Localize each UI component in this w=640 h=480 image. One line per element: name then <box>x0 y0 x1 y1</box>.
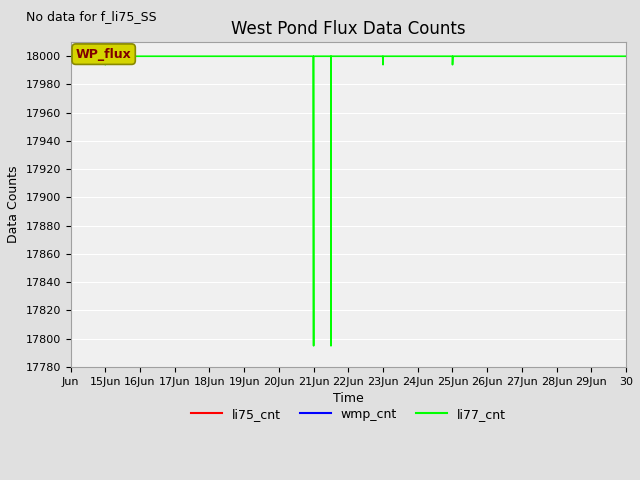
Title: West Pond Flux Data Counts: West Pond Flux Data Counts <box>231 20 466 38</box>
Y-axis label: Data Counts: Data Counts <box>7 166 20 243</box>
X-axis label: Time: Time <box>333 392 364 405</box>
Legend: li75_cnt, wmp_cnt, li77_cnt: li75_cnt, wmp_cnt, li77_cnt <box>186 403 511 426</box>
Text: WP_flux: WP_flux <box>76 48 132 60</box>
Text: No data for f_li75_SS: No data for f_li75_SS <box>26 10 157 23</box>
